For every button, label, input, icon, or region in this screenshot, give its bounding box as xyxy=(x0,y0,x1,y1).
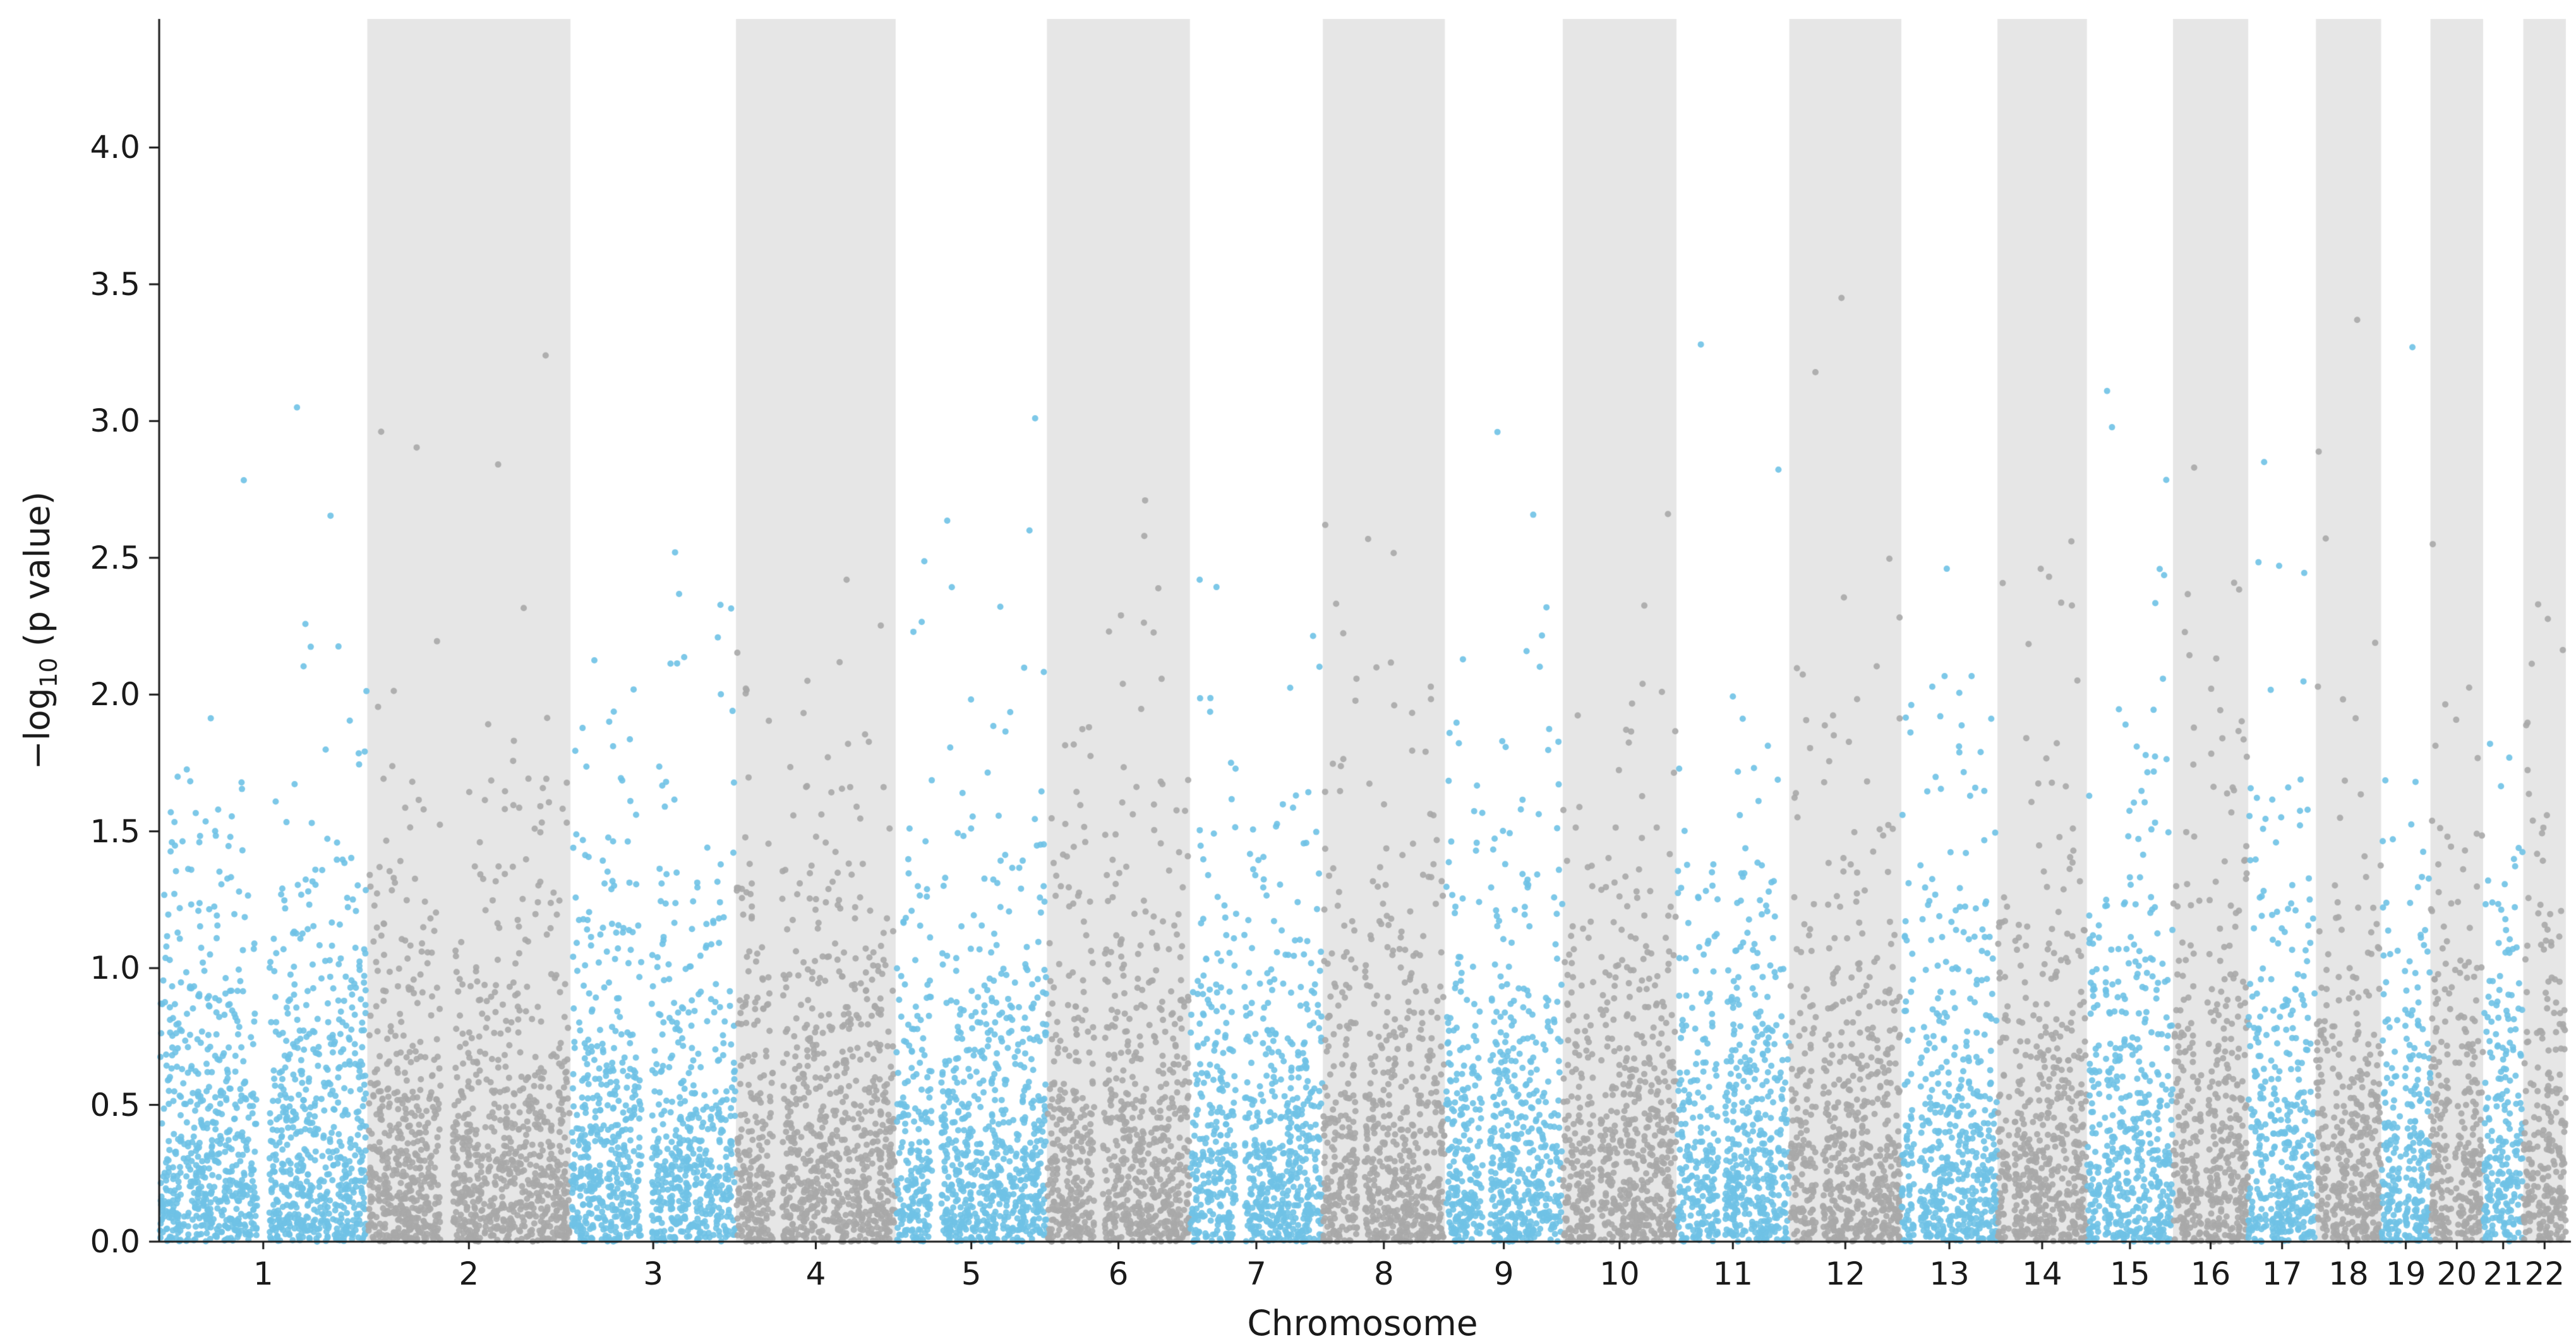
ylabel-subscript: 10 xyxy=(34,657,63,687)
x-tick-label: 16 xyxy=(2190,1256,2231,1292)
x-tick-label: 3 xyxy=(643,1256,664,1292)
y-tick-label: 4.0 xyxy=(90,129,140,166)
x-tick-label: 14 xyxy=(2022,1256,2062,1292)
y-tick-label: 2.5 xyxy=(90,539,140,576)
x-tick-label: 21 xyxy=(2483,1256,2524,1292)
ylabel-prefix: −log xyxy=(16,687,57,770)
y-tick-label: 2.0 xyxy=(90,676,140,713)
y-tick-label: 0.0 xyxy=(90,1223,140,1260)
x-tick-label: 4 xyxy=(805,1256,826,1292)
x-tick-label: 11 xyxy=(1712,1256,1754,1292)
y-tick-label: 3.5 xyxy=(90,265,140,303)
x-tick-label: 9 xyxy=(1493,1256,1514,1292)
x-tick-label: 5 xyxy=(961,1256,982,1292)
y-tick-label: 1.5 xyxy=(90,813,140,850)
x-tick-label: 18 xyxy=(2328,1256,2369,1292)
x-tick-label: 19 xyxy=(2385,1256,2426,1292)
x-tick-label: 6 xyxy=(1108,1256,1129,1292)
x-tick-label: 22 xyxy=(2524,1256,2565,1292)
y-tick-label: 1.0 xyxy=(90,950,140,987)
y-axis-label: −log10 (p value) xyxy=(16,491,63,770)
x-tick-label: 20 xyxy=(2436,1256,2477,1292)
x-tick-label: 17 xyxy=(2261,1256,2302,1292)
x-tick-label: 15 xyxy=(2110,1256,2150,1292)
x-tick-label: 10 xyxy=(1599,1256,1640,1292)
x-tick-label: 1 xyxy=(253,1256,274,1292)
x-tick-label: 2 xyxy=(459,1256,479,1292)
x-tick-label: 12 xyxy=(1825,1256,1866,1292)
x-tick-label: 13 xyxy=(1929,1256,1970,1292)
x-axis-label: Chromosome xyxy=(1247,1303,1478,1343)
ylabel-suffix: (p value) xyxy=(16,491,57,658)
y-tick-label: 3.0 xyxy=(90,403,140,440)
x-tick-label: 7 xyxy=(1246,1256,1267,1292)
y-tick-label: 0.5 xyxy=(90,1086,140,1123)
x-tick-label: 8 xyxy=(1373,1256,1394,1292)
